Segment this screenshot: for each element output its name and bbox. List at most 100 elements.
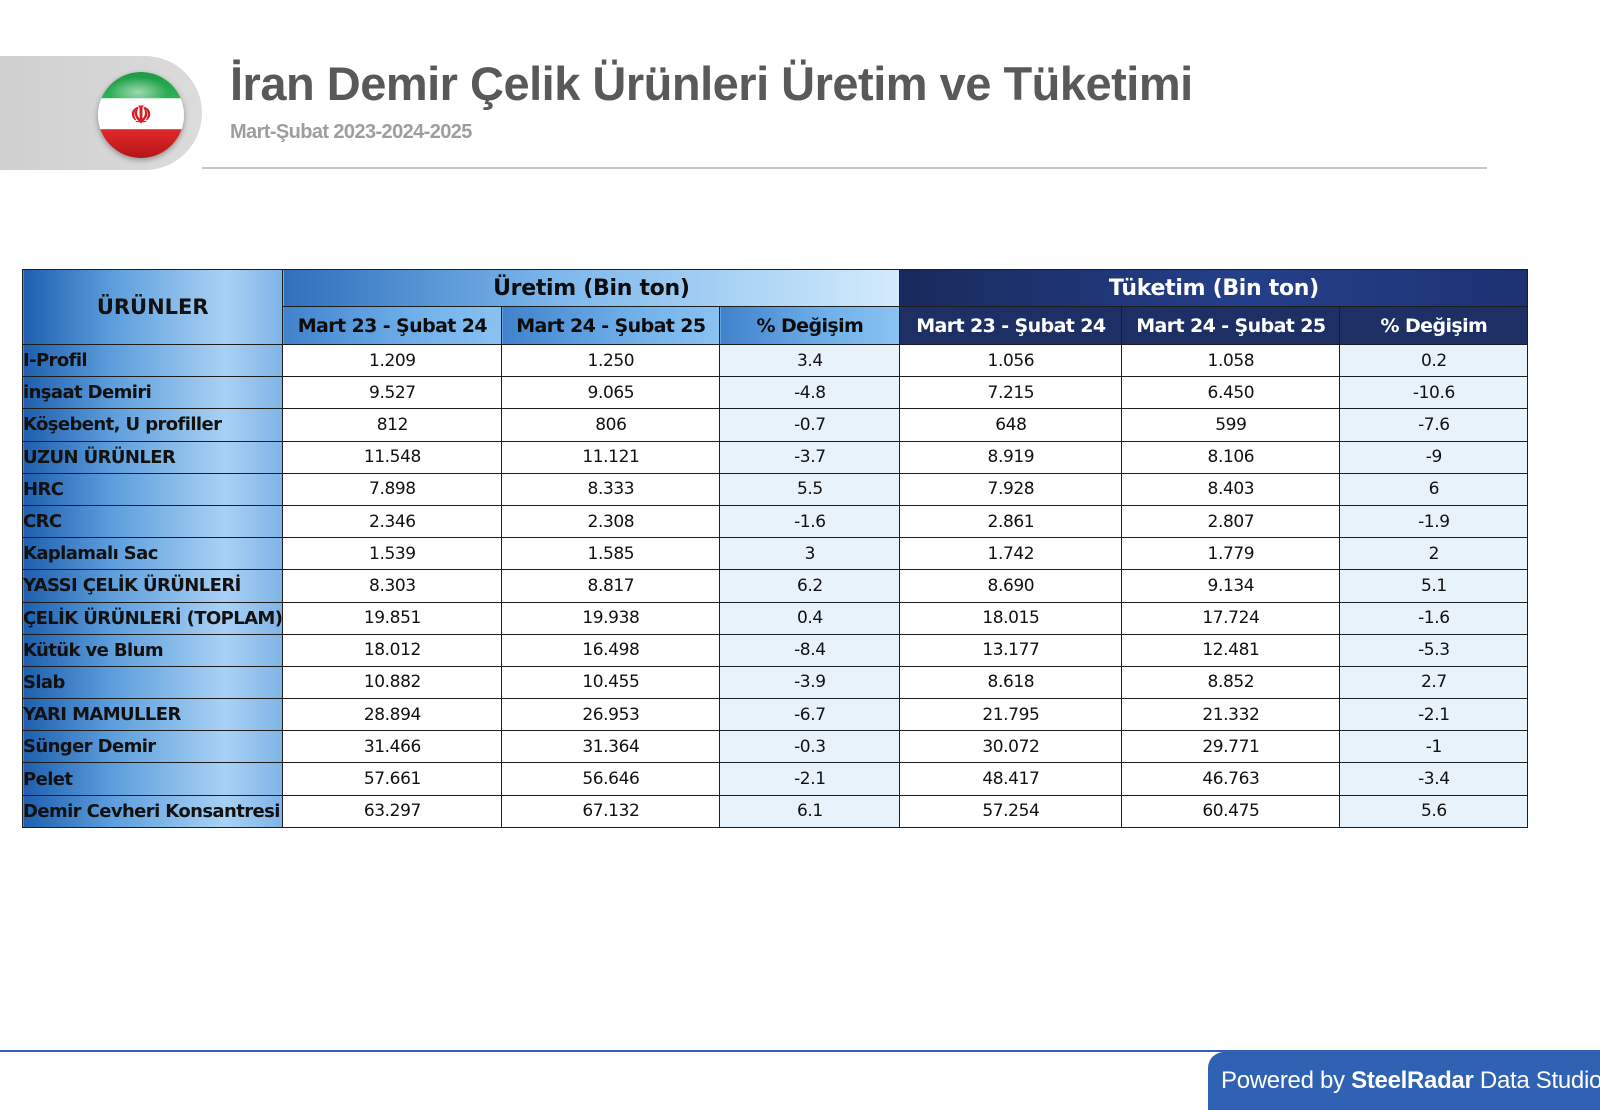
cell-production-period-2: 19.938 — [501, 601, 721, 635]
cell-production-period-2: 67.132 — [501, 794, 721, 828]
row-product-name: Köşebent, U profiller — [21, 408, 284, 442]
cell-consumption-period-1: 30.072 — [899, 730, 1123, 764]
cell-consumption-period-1: 8.618 — [899, 665, 1123, 700]
cell-production-period-2: 31.364 — [501, 730, 721, 764]
row-product-name: Sünger Demir — [21, 730, 284, 764]
row-product-name: YARI MAMULLER — [21, 698, 284, 732]
cell-production-period-1: 57.661 — [282, 762, 503, 796]
table-row: inşaat Demiri 9.527 9.065 -4.8 7.215 6.450 -10… — [21, 376, 1529, 410]
cell-consumption-period-1: 1.742 — [899, 537, 1123, 571]
table-row: YASSI ÇELİK ÜRÜNLERİ 8.303 8.817 6.2 8.690 9.… — [21, 569, 1529, 603]
cell-production-period-1: 10.882 — [282, 665, 503, 700]
steel-production-consumption-table: ÜRÜNLER Üretim (Bin ton) Tüketim (Bin to… — [21, 269, 1529, 828]
page-subtitle: Mart-Şubat 2023-2024-2025 — [230, 121, 472, 143]
cell-production-period-2: 1.585 — [501, 537, 721, 571]
cell-consumption-period-2: 8.403 — [1121, 472, 1341, 506]
cell-consumption-period-1: 48.417 — [899, 762, 1123, 796]
cell-consumption-change: -2.1 — [1339, 698, 1529, 732]
footer-powered-prefix: Powered by — [1221, 1067, 1345, 1094]
cell-production-period-2: 26.953 — [501, 698, 721, 732]
header-consumption-group: Tüketim (Bin ton) — [899, 269, 1529, 307]
footer-brand: SteelRadar — [1351, 1067, 1474, 1094]
cell-production-period-1: 31.466 — [282, 730, 503, 764]
row-product-name: Kaplamalı Sac — [21, 537, 284, 571]
table-row: Sünger Demir 31.466 31.364 -0.3 30.072 29.771… — [21, 730, 1529, 764]
cell-production-period-2: 11.121 — [501, 440, 721, 474]
header-production-change: % Değişim — [719, 306, 901, 345]
cell-consumption-change: 0.2 — [1339, 343, 1529, 378]
cell-production-change: -2.1 — [719, 762, 901, 796]
cell-consumption-period-1: 57.254 — [899, 794, 1123, 828]
row-product-name: HRC — [21, 472, 284, 506]
cell-production-period-2: 56.646 — [501, 762, 721, 796]
row-product-name: CRC — [21, 504, 284, 539]
cell-consumption-period-1: 18.015 — [899, 601, 1123, 635]
cell-production-change: 0.4 — [719, 601, 901, 635]
cell-consumption-period-2: 46.763 — [1121, 762, 1341, 796]
cell-consumption-period-2: 8.106 — [1121, 440, 1341, 474]
cell-consumption-period-2: 6.450 — [1121, 376, 1341, 410]
cell-production-change: 6.1 — [719, 794, 901, 828]
cell-production-change: -6.7 — [719, 698, 901, 732]
cell-production-change: -0.3 — [719, 730, 901, 764]
row-product-name: Demir Cevheri Konsantresi — [21, 794, 284, 828]
cell-consumption-period-1: 21.795 — [899, 698, 1123, 732]
row-product-name: UZUN ÜRÜNLER — [21, 440, 284, 474]
cell-production-period-2: 806 — [501, 408, 721, 442]
cell-consumption-change: -1.6 — [1339, 601, 1529, 635]
cell-consumption-period-2: 1.779 — [1121, 537, 1341, 571]
cell-production-period-1: 28.894 — [282, 698, 503, 732]
cell-production-period-1: 63.297 — [282, 794, 503, 828]
table-row: YARI MAMULLER 28.894 26.953 -6.7 21.795 21.33… — [21, 698, 1529, 732]
cell-consumption-period-1: 7.928 — [899, 472, 1123, 506]
header-consumption-change: % Değişim — [1339, 306, 1529, 345]
cell-consumption-period-2: 9.134 — [1121, 569, 1341, 603]
cell-consumption-period-2: 17.724 — [1121, 601, 1341, 635]
cell-production-change: -0.7 — [719, 408, 901, 442]
cell-production-period-1: 11.548 — [282, 440, 503, 474]
cell-consumption-change: -1 — [1339, 730, 1529, 764]
cell-production-period-1: 1.539 — [282, 537, 503, 571]
cell-production-change: 5.5 — [719, 472, 901, 506]
cell-consumption-period-2: 21.332 — [1121, 698, 1341, 732]
cell-consumption-period-2: 8.852 — [1121, 665, 1341, 700]
cell-production-period-1: 9.527 — [282, 376, 503, 410]
cell-consumption-period-2: 60.475 — [1121, 794, 1341, 828]
table-row: Kütük ve Blum 18.012 16.498 -8.4 13.177 12.48… — [21, 633, 1529, 667]
cell-production-period-2: 9.065 — [501, 376, 721, 410]
cell-consumption-period-2: 12.481 — [1121, 633, 1341, 667]
cell-consumption-change: 2.7 — [1339, 665, 1529, 700]
row-product-name: Slab — [21, 665, 284, 700]
cell-consumption-change: -7.6 — [1339, 408, 1529, 442]
header-production-period-2: Mart 24 - Şubat 25 — [501, 306, 721, 345]
cell-consumption-period-2: 599 — [1121, 408, 1341, 442]
cell-consumption-period-2: 2.807 — [1121, 504, 1341, 539]
table-row: I-Profil 1.209 1.250 3.4 1.056 1.058 0.2 — [21, 343, 1529, 378]
row-product-name: YASSI ÇELİK ÜRÜNLERİ — [21, 569, 284, 603]
cell-production-period-2: 8.333 — [501, 472, 721, 506]
cell-consumption-change: 2 — [1339, 537, 1529, 571]
flag-emblem-icon: ☫ — [130, 100, 152, 129]
cell-consumption-change: -5.3 — [1339, 633, 1529, 667]
cell-production-change: -4.8 — [719, 376, 901, 410]
table-row: ÇELİK ÜRÜNLERİ (TOPLAM) 19.851 19.938 0.4 18… — [21, 601, 1529, 635]
row-product-name: Kütük ve Blum — [21, 633, 284, 667]
header-production-period-1: Mart 23 - Şubat 24 — [282, 306, 503, 345]
cell-consumption-period-1: 8.690 — [899, 569, 1123, 603]
header-consumption-period-1: Mart 23 - Şubat 24 — [899, 306, 1123, 345]
table-row: CRC 2.346 2.308 -1.6 2.861 2.807 -1.9 — [21, 504, 1529, 539]
cell-production-period-1: 7.898 — [282, 472, 503, 506]
row-product-name: ÇELİK ÜRÜNLERİ (TOPLAM) — [21, 601, 284, 635]
table-row: HRC 7.898 8.333 5.5 7.928 8.403 6 — [21, 472, 1529, 506]
cell-production-period-1: 2.346 — [282, 504, 503, 539]
cell-production-period-2: 10.455 — [501, 665, 721, 700]
header-production-group: Üretim (Bin ton) — [282, 269, 901, 307]
cell-consumption-period-1: 2.861 — [899, 504, 1123, 539]
table-row: Köşebent, U profiller 812 806 -0.7 648 599 -7.… — [21, 408, 1529, 442]
header-products: ÜRÜNLER — [21, 269, 284, 345]
cell-production-period-2: 1.250 — [501, 343, 721, 378]
table-row: Kaplamalı Sac 1.539 1.585 3 1.742 1.779 2 — [21, 537, 1529, 571]
cell-production-change: 3.4 — [719, 343, 901, 378]
cell-consumption-change: 6 — [1339, 472, 1529, 506]
table-body: I-Profil 1.209 1.250 3.4 1.056 1.058 0.2 inşaat… — [21, 343, 1529, 828]
